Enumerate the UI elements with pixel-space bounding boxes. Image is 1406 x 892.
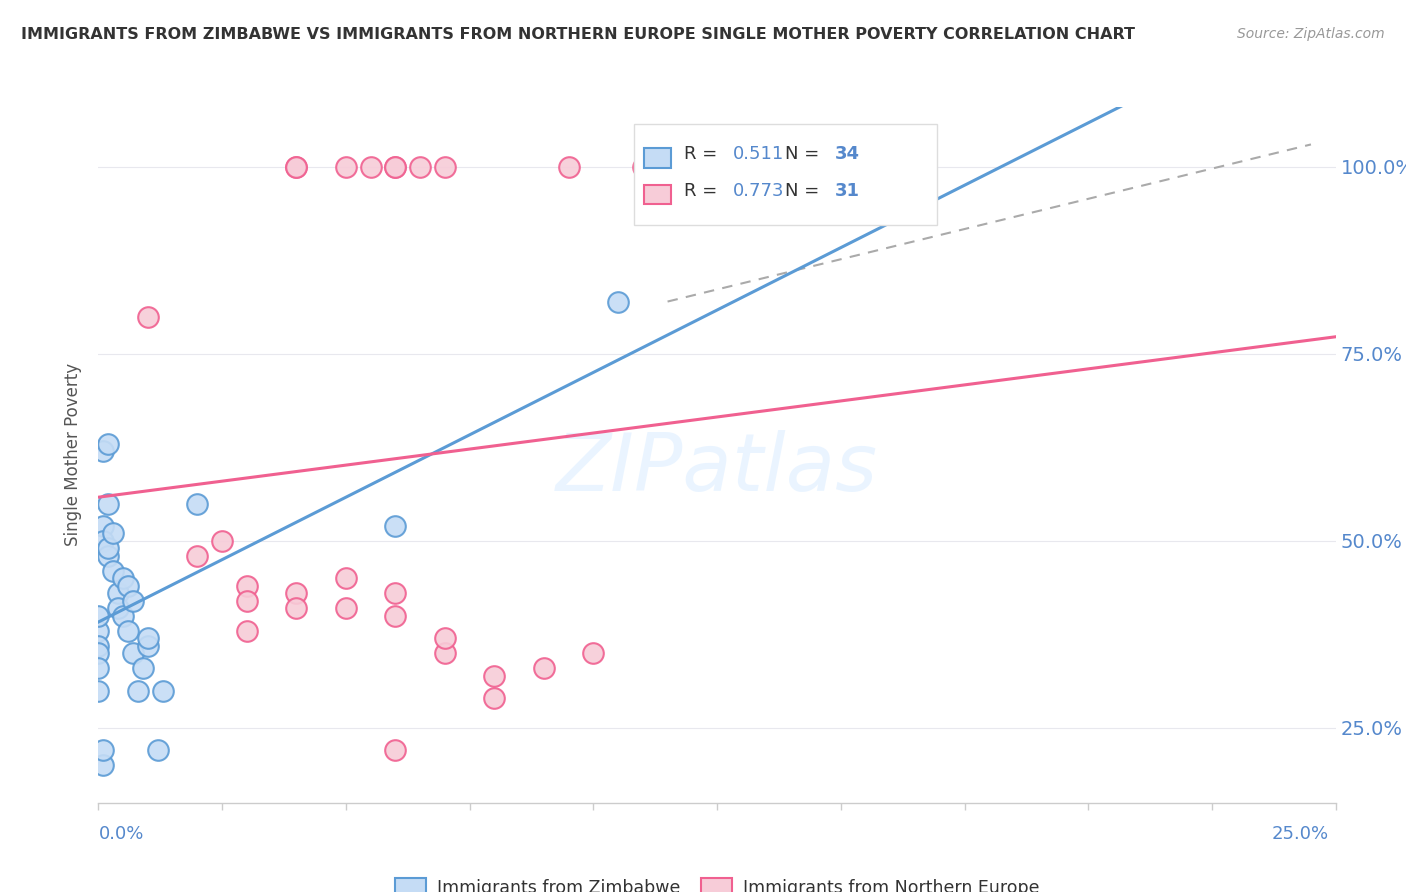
Point: [93, 758, 115, 772]
Bar: [644, 185, 671, 204]
Point: [681, 160, 703, 174]
Point: [433, 646, 456, 660]
Point: [186, 497, 208, 511]
Point: [285, 586, 308, 600]
Point: [335, 571, 357, 585]
Point: [93, 519, 115, 533]
Point: [103, 526, 125, 541]
Point: [87, 639, 110, 653]
Point: [384, 608, 406, 623]
Point: [112, 608, 135, 623]
Point: [87, 608, 110, 623]
Bar: [634, 124, 938, 226]
Point: [152, 683, 174, 698]
Point: [484, 691, 506, 706]
Point: [97, 541, 120, 556]
Point: [87, 683, 110, 698]
Point: [384, 743, 406, 757]
Point: [93, 533, 115, 548]
Point: [107, 601, 129, 615]
Point: [285, 601, 308, 615]
Point: [132, 661, 155, 675]
Text: R =: R =: [683, 182, 723, 200]
Text: 0.0%: 0.0%: [98, 825, 143, 843]
Point: [409, 160, 432, 174]
Point: [335, 601, 357, 615]
Point: [93, 743, 115, 757]
Point: [97, 497, 120, 511]
Point: [285, 160, 308, 174]
Point: [136, 310, 159, 324]
Text: 34: 34: [835, 145, 859, 163]
Point: [93, 444, 115, 458]
Point: [103, 564, 125, 578]
Point: [107, 586, 129, 600]
Point: [236, 624, 259, 638]
Point: [97, 549, 120, 563]
Point: [384, 160, 406, 174]
Point: [360, 160, 382, 174]
Text: 0.511: 0.511: [733, 145, 785, 163]
Point: [557, 160, 579, 174]
Point: [384, 160, 406, 174]
Point: [433, 631, 456, 645]
Point: [533, 661, 555, 675]
Point: [117, 624, 139, 638]
Point: [211, 533, 233, 548]
Text: N =: N =: [785, 182, 825, 200]
Point: [146, 743, 169, 757]
Y-axis label: Single Mother Poverty: Single Mother Poverty: [65, 363, 83, 547]
Point: [117, 579, 139, 593]
Legend: Immigrants from Zimbabwe, Immigrants from Northern Europe: Immigrants from Zimbabwe, Immigrants fro…: [388, 871, 1046, 892]
Point: [236, 594, 259, 608]
Text: N =: N =: [785, 145, 825, 163]
Point: [484, 668, 506, 682]
Point: [607, 294, 630, 309]
Text: 31: 31: [835, 182, 859, 200]
Point: [97, 436, 120, 450]
Point: [112, 571, 135, 585]
Point: [87, 646, 110, 660]
Text: ZIPatlas: ZIPatlas: [555, 430, 879, 508]
Point: [433, 160, 456, 174]
Text: IMMIGRANTS FROM ZIMBABWE VS IMMIGRANTS FROM NORTHERN EUROPE SINGLE MOTHER POVERT: IMMIGRANTS FROM ZIMBABWE VS IMMIGRANTS F…: [21, 27, 1135, 42]
Point: [335, 160, 357, 174]
Point: [285, 160, 308, 174]
Text: R =: R =: [683, 145, 723, 163]
Text: 25.0%: 25.0%: [1271, 825, 1329, 843]
Point: [122, 594, 145, 608]
Point: [87, 661, 110, 675]
Point: [87, 624, 110, 638]
Point: [136, 639, 159, 653]
Point: [631, 160, 654, 174]
Point: [127, 683, 149, 698]
Point: [136, 631, 159, 645]
Point: [236, 579, 259, 593]
Text: 0.773: 0.773: [733, 182, 785, 200]
Bar: [644, 148, 671, 169]
Point: [186, 549, 208, 563]
Point: [582, 646, 605, 660]
Point: [384, 519, 406, 533]
Point: [122, 646, 145, 660]
Point: [533, 818, 555, 832]
Text: Source: ZipAtlas.com: Source: ZipAtlas.com: [1237, 27, 1385, 41]
Point: [384, 586, 406, 600]
